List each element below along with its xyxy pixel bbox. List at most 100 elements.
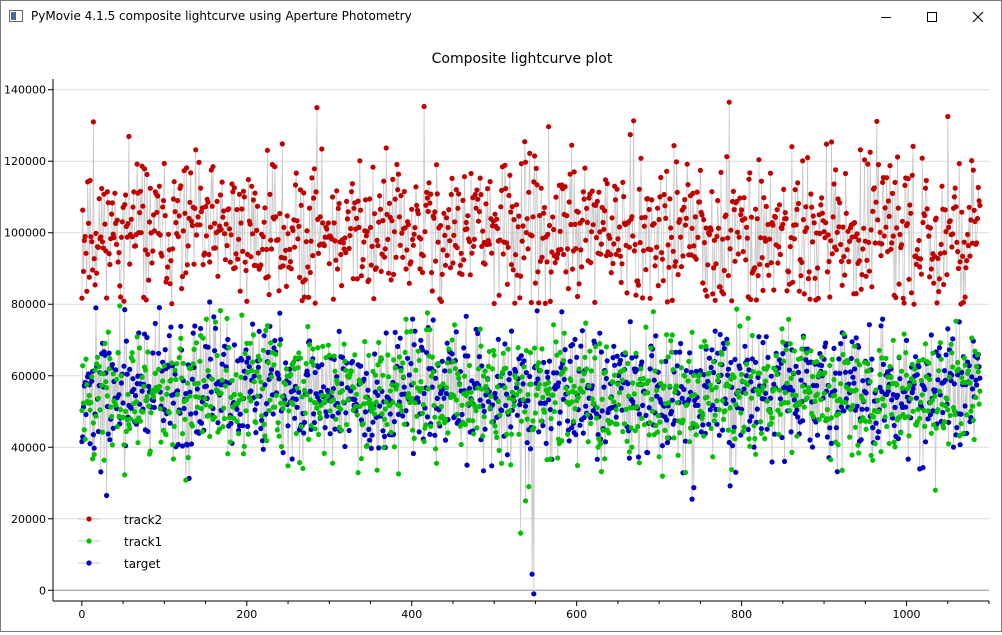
point-track1 xyxy=(376,339,382,346)
point-track2 xyxy=(552,260,558,266)
point-target xyxy=(391,419,397,425)
app-window-icon[interactable] xyxy=(9,10,23,22)
point-track1 xyxy=(219,377,225,383)
point-track2 xyxy=(203,233,209,239)
point-track2 xyxy=(875,217,881,223)
point-track1 xyxy=(503,365,509,371)
point-track2 xyxy=(781,186,787,192)
point-track2 xyxy=(583,237,589,243)
point-track1 xyxy=(360,421,366,427)
point-track1 xyxy=(752,436,758,442)
point-target xyxy=(925,416,931,422)
point-target xyxy=(769,459,775,465)
point-track1 xyxy=(961,355,967,361)
point-target xyxy=(973,377,979,383)
point-track1 xyxy=(706,370,713,376)
point-target xyxy=(418,337,424,343)
point-target xyxy=(614,353,620,359)
point-track1 xyxy=(369,401,375,407)
point-target xyxy=(427,431,433,437)
point-track2 xyxy=(658,174,664,181)
point-track1 xyxy=(725,340,731,346)
point-track2 xyxy=(260,234,266,240)
point-track1 xyxy=(278,444,284,450)
lightcurve-chart[interactable]: Composite lightcurve plot 02000040000600… xyxy=(1,32,1001,631)
point-track2 xyxy=(395,187,401,193)
point-track1 xyxy=(672,389,678,395)
point-track2 xyxy=(448,191,454,198)
point-track1 xyxy=(101,457,107,463)
point-track1 xyxy=(563,385,569,391)
point-track1 xyxy=(220,424,226,430)
title-bar[interactable]: PyMovie 4.1.5 composite lightcurve using… xyxy=(1,1,1001,32)
point-track2 xyxy=(218,226,224,233)
point-track2 xyxy=(869,284,875,290)
point-track1 xyxy=(855,442,861,448)
point-target xyxy=(421,390,427,397)
point-track2 xyxy=(242,259,248,265)
point-target xyxy=(741,386,747,392)
point-track2 xyxy=(665,242,671,248)
point-target xyxy=(749,356,755,362)
point-target xyxy=(625,381,631,387)
point-track2 xyxy=(920,219,926,226)
point-track1 xyxy=(625,360,631,367)
point-track2 xyxy=(941,250,948,256)
point-track1 xyxy=(293,430,299,437)
point-track1 xyxy=(510,397,516,403)
point-target xyxy=(523,370,530,376)
point-target xyxy=(903,337,910,343)
point-track2 xyxy=(800,158,806,164)
point-track1 xyxy=(654,429,661,435)
point-track1 xyxy=(888,374,894,380)
point-track2 xyxy=(774,207,780,213)
point-track1 xyxy=(261,421,267,427)
point-target xyxy=(293,396,299,402)
point-track1 xyxy=(272,404,278,410)
point-target xyxy=(760,340,766,346)
point-target xyxy=(895,436,901,442)
legend-label-target: target xyxy=(124,557,161,571)
point-track2 xyxy=(390,176,396,182)
point-track2 xyxy=(354,276,360,282)
point-track2 xyxy=(704,293,710,299)
point-track2 xyxy=(922,212,928,219)
point-track1 xyxy=(747,443,753,449)
point-track2 xyxy=(600,219,606,226)
point-track2 xyxy=(805,155,811,161)
point-track2 xyxy=(674,189,680,195)
point-track1 xyxy=(414,413,420,419)
point-track2 xyxy=(386,200,393,206)
point-track2 xyxy=(240,248,246,254)
point-track2 xyxy=(170,246,176,252)
point-track1 xyxy=(531,425,537,431)
point-target xyxy=(123,338,129,344)
maximize-button[interactable] xyxy=(909,1,955,32)
point-track2 xyxy=(969,158,975,164)
point-track1 xyxy=(569,399,575,405)
point-target xyxy=(870,425,876,431)
point-track1 xyxy=(507,408,513,414)
point-track1 xyxy=(99,382,105,388)
point-track2 xyxy=(682,197,688,203)
point-track1 xyxy=(535,385,541,392)
point-track1 xyxy=(264,438,270,444)
point-target xyxy=(556,420,562,426)
plot-area[interactable]: Composite lightcurve plot 0 20000 40000 600… xyxy=(1,32,1001,631)
close-button[interactable] xyxy=(955,1,1001,32)
point-track1 xyxy=(393,386,399,392)
point-target xyxy=(127,366,133,372)
point-track1 xyxy=(704,394,710,400)
point-track1 xyxy=(559,438,565,444)
point-track2 xyxy=(172,209,178,215)
point-target xyxy=(955,372,961,378)
point-track2 xyxy=(441,210,447,216)
point-target xyxy=(574,354,580,360)
point-track2 xyxy=(857,147,864,153)
minimize-button[interactable] xyxy=(863,1,909,32)
point-target xyxy=(145,428,151,435)
point-track1 xyxy=(202,396,208,402)
point-target xyxy=(424,414,430,420)
point-track1 xyxy=(427,327,433,333)
point-track2 xyxy=(715,225,722,231)
